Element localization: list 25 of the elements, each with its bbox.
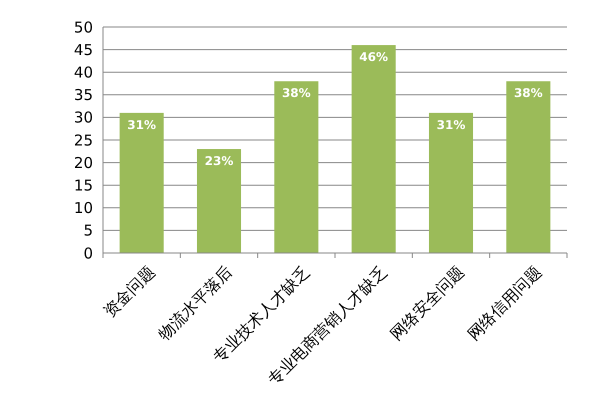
data-label: 31% — [127, 118, 156, 132]
data-label: 23% — [204, 154, 234, 168]
y-tick-label: 10 — [74, 199, 93, 218]
bar — [506, 81, 550, 253]
data-label: 31% — [436, 118, 466, 132]
bar — [274, 81, 318, 253]
y-tick-label: 35 — [74, 86, 93, 104]
y-tick-label: 30 — [74, 108, 93, 127]
y-tick-label: 25 — [74, 131, 93, 150]
bar — [428, 112, 474, 253]
y-tick-label: 45 — [74, 40, 93, 59]
x-tick-label: 网络信用问题 — [464, 262, 546, 344]
data-label: 38% — [514, 86, 543, 100]
bar — [196, 149, 242, 253]
data-label: 46% — [359, 50, 388, 64]
bar — [120, 112, 164, 253]
y-tick-label: 0 — [83, 244, 93, 262]
y-tick-label: 15 — [74, 176, 93, 194]
y-tick-label: 20 — [74, 154, 93, 172]
y-tick-label: 5 — [83, 222, 93, 240]
y-tick-label: 40 — [74, 63, 93, 82]
x-tick-label: 资金问题 — [100, 262, 158, 322]
data-label: 38% — [282, 86, 311, 100]
y-tick-label: 50 — [74, 18, 93, 36]
bar — [352, 45, 396, 253]
